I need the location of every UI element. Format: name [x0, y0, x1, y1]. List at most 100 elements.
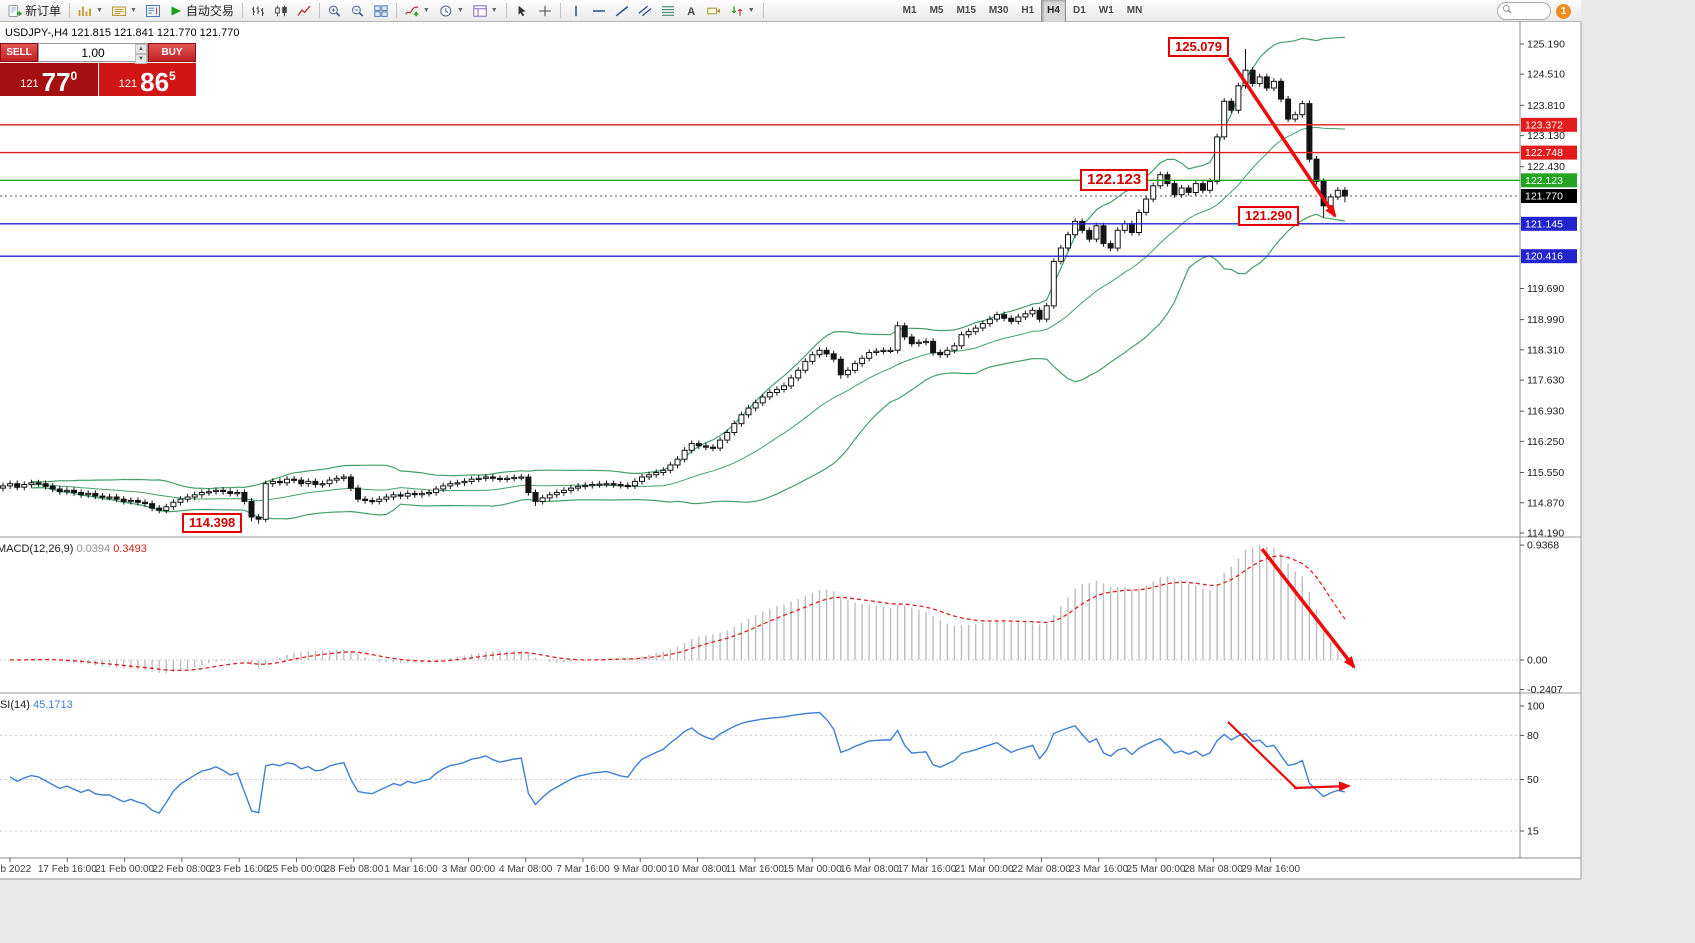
tile-windows-icon — [374, 4, 388, 17]
price-tag-123.372: 123.372 — [1525, 119, 1563, 131]
lot-size-field[interactable]: 1.00 ▲ ▼ — [38, 43, 148, 64]
macd-signal-value: 0.3493 — [113, 543, 147, 555]
search-box[interactable] — [1497, 2, 1551, 20]
price-callout-level[interactable]: 122.123 — [1080, 169, 1149, 191]
buy-button[interactable]: BUY — [148, 43, 196, 62]
new-order-button[interactable]: 新订单 — [4, 1, 65, 21]
rsi-name: RSI(14) — [0, 699, 30, 711]
one-click-trading-panel: SELL 1.00 ▲ ▼ BUY 121 77 0 121 86 5 — [0, 43, 196, 96]
timeframe-m5-button-label: M5 — [929, 5, 944, 16]
sell-button[interactable]: SELL — [0, 43, 38, 62]
chart-window: 125.190 124.510 123.810 123.130 122.430 119.6… — [0, 22, 1695, 943]
text-button[interactable]: A — [680, 1, 702, 21]
time-axis-label: 25 Mar 00:00 — [1127, 864, 1186, 875]
market-watch-button[interactable] — [142, 1, 164, 21]
timeframe-w1-button-label: W1 — [1098, 5, 1114, 16]
line-chart-button[interactable] — [293, 1, 315, 21]
sell-price-sup: 0 — [70, 69, 78, 83]
charts-button[interactable]: ▼ — [74, 1, 107, 21]
new-order-icon — [8, 4, 22, 17]
price-axis-label: 115.550 — [1527, 467, 1564, 479]
dropdown-caret-icon: ▼ — [96, 7, 103, 14]
macd-signal-line — [10, 555, 1346, 672]
zoom-out-button[interactable] — [347, 1, 369, 21]
sell-price[interactable]: 121 77 0 — [0, 63, 98, 96]
trendline-icon — [615, 5, 629, 17]
vertical-line-button[interactable] — [565, 1, 587, 21]
timeframe-m30-button[interactable]: M30 — [983, 0, 1014, 23]
buy-price-pips: 86 — [140, 67, 170, 97]
price-axis[interactable]: 125.190 124.510 123.810 123.130 122.430 119.6… — [1519, 22, 1577, 858]
lot-increase-button[interactable]: ▲ — [135, 44, 147, 54]
timeframe-m5-button[interactable]: M5 — [924, 0, 950, 23]
timeframe-h1-button-label: H1 — [1021, 5, 1035, 16]
macd-axis-label: -0.2407 — [1527, 684, 1563, 696]
tile-windows-button[interactable] — [370, 1, 392, 21]
lot-decrease-button[interactable]: ▼ — [135, 54, 147, 64]
rsi-line — [9, 711, 1346, 814]
templates-button[interactable]: ▼ — [469, 1, 502, 21]
sell-price-base: 121 — [20, 78, 39, 90]
toolbar-right-cluster: 1 — [1497, 2, 1571, 20]
price-chart[interactable]: 125.190 124.510 123.810 123.130 122.430 119.6… — [0, 22, 1695, 943]
time-axis-label: 21 Feb 00:00 — [95, 864, 154, 875]
text-icon: A — [684, 5, 698, 17]
zoom-in-button[interactable] — [324, 1, 346, 21]
auto-trading-button[interactable]: 自动交易 — [165, 1, 238, 21]
timeframe-h1-button[interactable]: H1 — [1015, 0, 1040, 23]
time-axis-label: 23 Feb 16:00 — [210, 864, 269, 875]
indicators-button[interactable]: ▼ — [401, 1, 434, 21]
trendline-button[interactable] — [611, 1, 633, 21]
periods-button[interactable]: ▼ — [435, 1, 468, 21]
rsi-value: 45.1713 — [32, 699, 73, 711]
crosshair-button[interactable] — [534, 1, 556, 21]
price-down-arrow[interactable] — [1227, 57, 1337, 218]
vertical-line-icon — [569, 5, 583, 17]
candlestick-chart-button[interactable] — [270, 1, 292, 21]
time-axis-label: Feb 2022 — [0, 864, 32, 875]
timeframe-h4-button[interactable]: H4 — [1041, 0, 1066, 23]
search-input[interactable] — [1516, 4, 1546, 18]
right-filler — [1581, 22, 1695, 943]
cursor-button[interactable] — [511, 1, 533, 21]
buy-price[interactable]: 121 86 5 — [98, 63, 196, 97]
price-callout-recent-low[interactable]: 121.290 — [1238, 206, 1299, 226]
auto-trading-icon — [169, 5, 183, 17]
price-axis-label: 119.690 — [1527, 283, 1564, 295]
price-callout-low[interactable]: 114.398 — [182, 513, 243, 533]
trend-annotations[interactable] — [1227, 57, 1356, 792]
fibonacci-icon — [661, 5, 675, 17]
timeframe-mn-button[interactable]: MN — [1121, 0, 1149, 23]
price-axis-label: 125.190 — [1527, 39, 1565, 51]
time-axis-label: 4 Mar 08:00 — [499, 864, 553, 875]
price-axis-label: 116.930 — [1527, 406, 1564, 418]
toolbar-separator — [318, 3, 320, 18]
timeframe-w1-button[interactable]: W1 — [1093, 0, 1120, 23]
price-tag-122.123: 122.123 — [1525, 175, 1563, 187]
notification-badge[interactable]: 1 — [1556, 3, 1571, 19]
profiles-button[interactable]: ▼ — [108, 1, 141, 21]
rsi-down-line[interactable] — [1227, 721, 1298, 790]
arrows-button[interactable]: ▼ — [726, 1, 759, 21]
price-axis-label: 117.630 — [1527, 375, 1564, 387]
rsi-down-arrow[interactable] — [1293, 781, 1351, 792]
macd-down-arrow[interactable] — [1260, 547, 1356, 669]
macd-name: MACD(12,26,9) — [0, 543, 74, 555]
equidistant-channel-button[interactable] — [634, 1, 656, 21]
price-callout-peak[interactable]: 125.079 — [1168, 37, 1229, 57]
buy-price-base: 121 — [118, 78, 138, 90]
text-label-button[interactable] — [703, 1, 725, 21]
horizontal-line-button[interactable] — [588, 1, 610, 21]
fibonacci-button[interactable] — [657, 1, 679, 21]
bar-chart-button[interactable] — [247, 1, 269, 21]
auto-trading-button-label: 自动交易 — [185, 4, 234, 18]
bottom-filler — [0, 879, 1695, 943]
timeframe-m15-button[interactable]: M15 — [950, 0, 981, 23]
timeframe-m1-button[interactable]: M1 — [897, 0, 923, 23]
timeframe-d1-button[interactable]: D1 — [1067, 0, 1092, 23]
price-axis-label: 114.870 — [1527, 497, 1564, 509]
zoom-out-icon — [351, 5, 365, 17]
zoom-in-icon — [328, 5, 342, 17]
charts-icon — [78, 5, 92, 17]
